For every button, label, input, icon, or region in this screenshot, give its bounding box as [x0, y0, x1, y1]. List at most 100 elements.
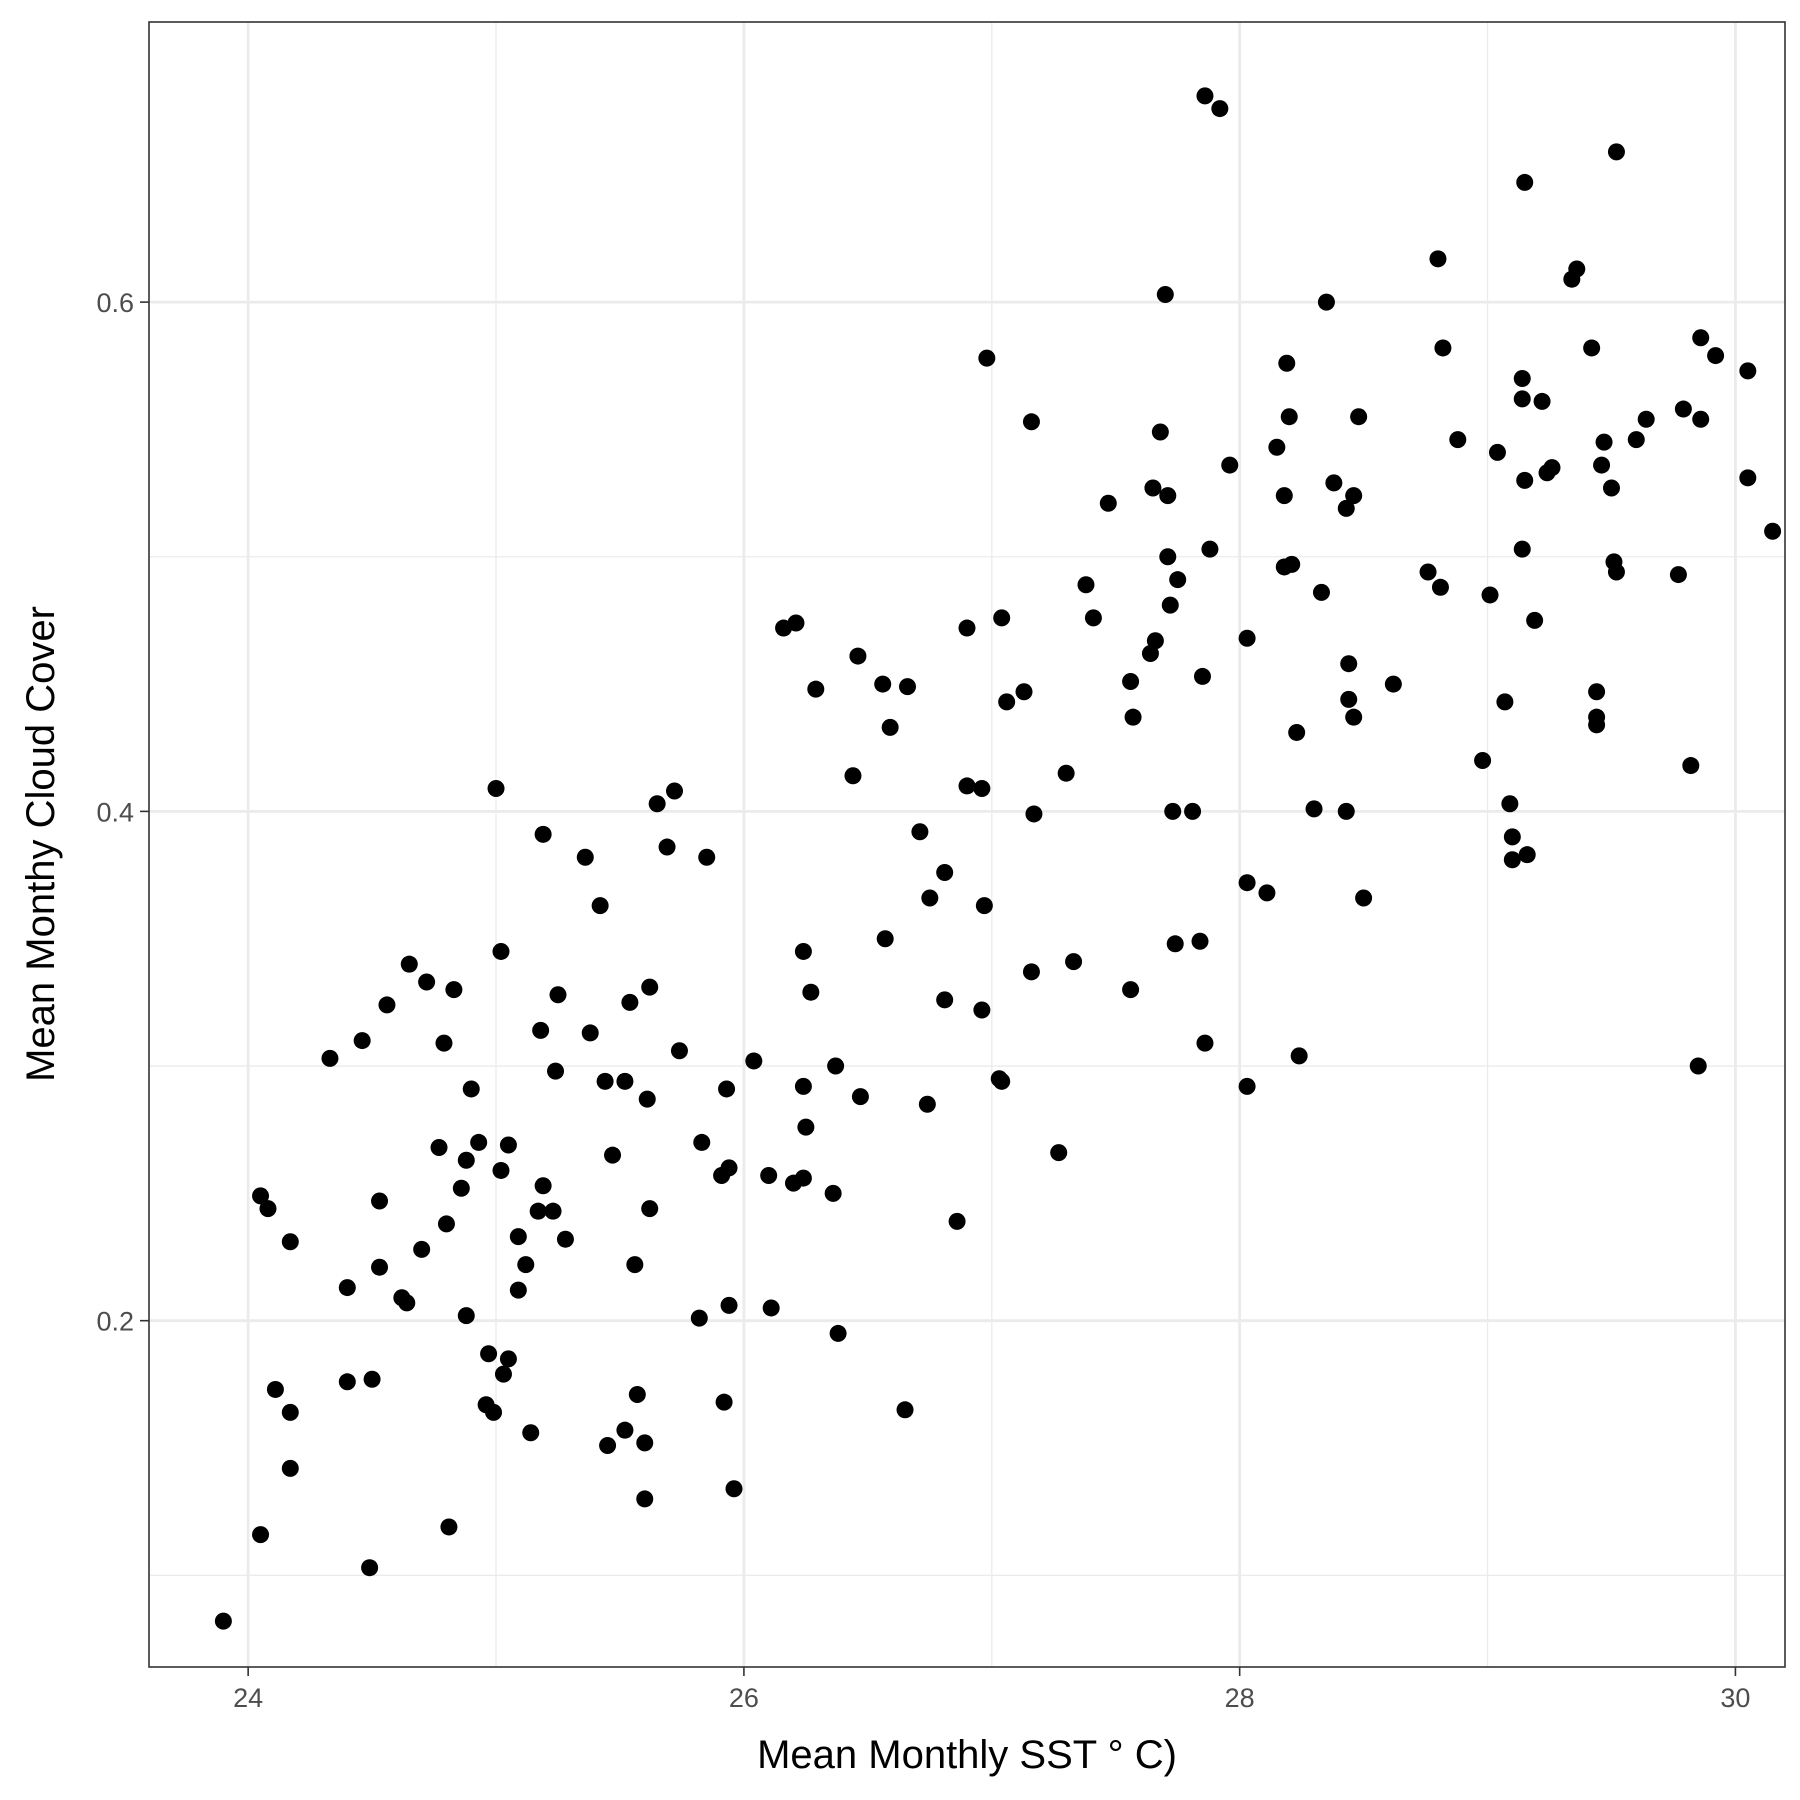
data-point — [827, 1057, 845, 1075]
data-point — [430, 1139, 448, 1157]
data-point — [266, 1380, 284, 1398]
data-point — [1516, 471, 1534, 489]
data-point — [1196, 87, 1214, 105]
data-point — [693, 1133, 711, 1151]
data-point — [1283, 555, 1301, 573]
data-point — [1345, 708, 1363, 726]
data-point — [529, 1202, 547, 1220]
data-point — [1122, 673, 1140, 691]
plot-panel — [149, 22, 1785, 1667]
data-point — [911, 823, 929, 841]
data-point — [760, 1167, 778, 1185]
x-tick-label: 24 — [233, 1683, 263, 1713]
data-point — [1627, 431, 1645, 449]
data-point — [936, 991, 954, 1009]
data-point — [641, 978, 659, 996]
data-point — [725, 1480, 743, 1498]
data-point — [1434, 339, 1452, 357]
data-point — [993, 1072, 1011, 1090]
data-point — [371, 1258, 389, 1276]
data-point — [874, 675, 892, 693]
data-point — [1146, 632, 1164, 650]
data-point — [321, 1049, 339, 1067]
data-point — [1501, 795, 1519, 813]
data-point — [581, 1024, 599, 1042]
data-point — [1543, 459, 1561, 477]
data-point — [638, 1090, 656, 1108]
data-point — [492, 1161, 510, 1179]
data-point — [1533, 392, 1551, 410]
data-point — [616, 1072, 634, 1090]
data-point — [353, 1032, 371, 1050]
data-point — [973, 1001, 991, 1019]
y-tick-label: 0.6 — [96, 288, 134, 318]
x-tick-label: 30 — [1720, 1683, 1750, 1713]
data-point — [1481, 586, 1499, 604]
data-point — [1518, 846, 1536, 864]
data-point — [281, 1459, 299, 1477]
data-point — [576, 848, 594, 866]
data-point — [621, 993, 639, 1011]
data-point — [499, 1350, 517, 1368]
data-point — [1588, 683, 1606, 701]
data-point — [948, 1212, 966, 1230]
data-point — [628, 1386, 646, 1404]
data-point — [1526, 611, 1544, 629]
data-point — [1496, 693, 1514, 711]
data-point — [1015, 683, 1033, 701]
data-point — [494, 1365, 512, 1383]
data-point — [1196, 1034, 1214, 1052]
minor-gridlines — [149, 22, 1785, 1667]
data-point — [1588, 708, 1606, 726]
data-point — [1449, 431, 1467, 449]
data-point — [556, 1230, 574, 1248]
data-point — [1288, 723, 1306, 741]
data-point — [1429, 250, 1447, 268]
data-point — [715, 1393, 733, 1411]
data-point — [787, 614, 805, 632]
data-point — [252, 1187, 270, 1205]
data-point — [1764, 522, 1782, 540]
data-point — [418, 973, 436, 991]
data-point — [1025, 805, 1043, 823]
data-point — [973, 779, 991, 797]
data-point — [1384, 675, 1402, 693]
data-point — [648, 795, 666, 813]
data-point — [794, 1077, 812, 1095]
x-axis-ticks: 24 26 28 30 — [233, 1667, 1750, 1713]
data-point — [1488, 443, 1506, 461]
y-tick-label: 0.4 — [96, 797, 134, 827]
data-points — [214, 87, 1782, 1630]
x-tick-label: 28 — [1225, 1683, 1255, 1713]
data-point — [1099, 494, 1117, 512]
data-point — [958, 619, 976, 637]
data-point — [1340, 690, 1358, 708]
data-point — [720, 1296, 738, 1314]
data-point — [1238, 629, 1256, 647]
data-point — [1290, 1047, 1308, 1065]
data-point — [435, 1034, 453, 1052]
y-axis-ticks: 0.2 0.4 0.6 — [96, 288, 149, 1337]
data-point — [338, 1279, 356, 1297]
data-point — [1419, 563, 1437, 581]
data-point — [457, 1307, 475, 1325]
data-point — [616, 1421, 634, 1439]
data-point — [745, 1052, 763, 1070]
data-point — [1022, 413, 1040, 431]
data-point — [1124, 708, 1142, 726]
data-point — [1355, 889, 1373, 907]
data-point — [413, 1240, 431, 1258]
data-point — [762, 1299, 780, 1317]
data-point — [1568, 260, 1586, 278]
data-point — [829, 1324, 847, 1342]
data-point — [636, 1490, 654, 1508]
data-point — [1602, 479, 1620, 497]
data-point — [899, 678, 917, 696]
data-point — [1503, 828, 1521, 846]
data-point — [1583, 339, 1601, 357]
data-point — [1669, 566, 1687, 584]
data-point — [1191, 932, 1209, 950]
data-point — [371, 1192, 389, 1210]
data-point — [1193, 667, 1211, 685]
